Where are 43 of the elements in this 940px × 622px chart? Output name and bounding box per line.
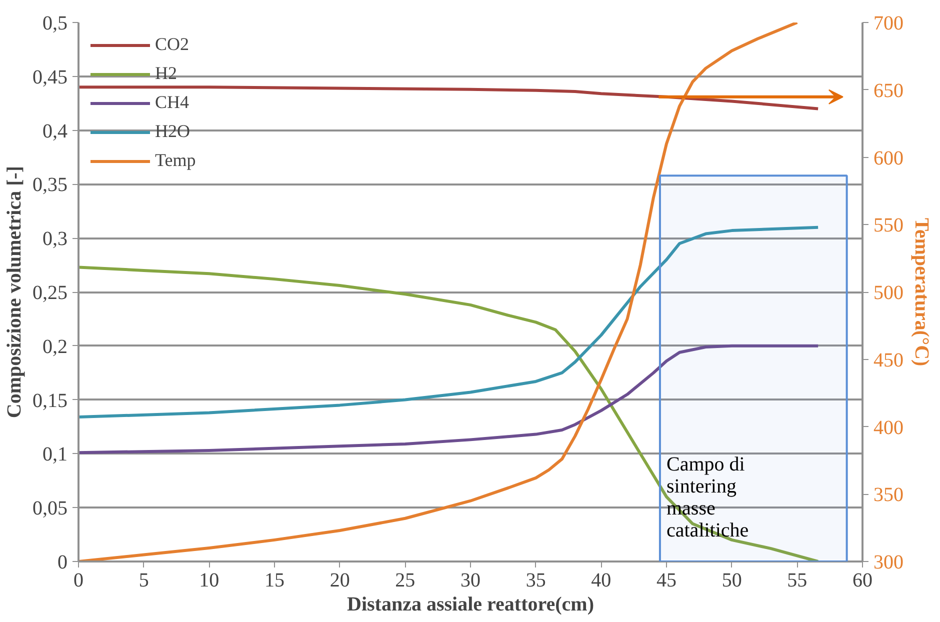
y2-tick-label: 450 bbox=[874, 349, 904, 372]
legend-label: CO2 bbox=[155, 34, 190, 55]
x-tick-label: 30 bbox=[460, 570, 480, 592]
y2-tick-label: 650 bbox=[874, 80, 904, 102]
x-tick-label: 5 bbox=[138, 570, 149, 592]
x-tick-label: 0 bbox=[74, 570, 84, 592]
y-tick-label: 0,2 bbox=[42, 336, 68, 358]
x-tick-label: 45 bbox=[656, 570, 676, 592]
y2-tick-label: 400 bbox=[874, 416, 904, 439]
x-tick-label: 50 bbox=[722, 570, 742, 592]
x-tick-label: 55 bbox=[787, 570, 808, 592]
y-tick-label: 0,3 bbox=[42, 228, 68, 250]
x-axis-title: Distanza assiale reattore(cm) bbox=[347, 594, 594, 616]
x-tick-label: 20 bbox=[330, 570, 350, 592]
x-tick-label: 35 bbox=[526, 570, 546, 592]
y-tick-label: 0,25 bbox=[32, 282, 68, 304]
x-tick-label: 15 bbox=[264, 570, 284, 592]
y-tick-label: 0,05 bbox=[32, 498, 68, 520]
y-tick-label: 0 bbox=[58, 552, 68, 574]
y-tick-label: 0,45 bbox=[32, 66, 68, 88]
y2-tick-label: 350 bbox=[874, 484, 904, 506]
y2-axis-title: Temperatura(°C) bbox=[910, 218, 932, 366]
y-tick-label: 0,35 bbox=[32, 174, 68, 196]
y2-tick-label: 500 bbox=[874, 282, 904, 304]
y-tick-label: 0,15 bbox=[32, 390, 68, 412]
y2-tick-label: 300 bbox=[874, 552, 904, 574]
y-axis-title: Composizione volumetrica [-] bbox=[4, 166, 26, 418]
y-tick-label: 0,4 bbox=[42, 120, 68, 142]
line-series bbox=[78, 226, 820, 419]
y-tick-label: 0,1 bbox=[42, 444, 68, 466]
y2-tick-label: 700 bbox=[874, 12, 904, 34]
line-series bbox=[78, 266, 820, 562]
x-tick-label: 40 bbox=[591, 570, 612, 592]
x-tick-label: 60 bbox=[852, 570, 872, 592]
y-tick-label: 0,5 bbox=[42, 12, 68, 34]
legend-label: Temp bbox=[155, 150, 196, 171]
y2-tick-label: 600 bbox=[874, 147, 904, 170]
x-tick-label: 10 bbox=[199, 570, 220, 592]
x-tick-label: 25 bbox=[395, 570, 416, 592]
line-series bbox=[78, 86, 820, 110]
line-series bbox=[78, 344, 820, 454]
y2-tick-label: 550 bbox=[874, 214, 904, 237]
legend-label: CH4 bbox=[155, 92, 190, 113]
